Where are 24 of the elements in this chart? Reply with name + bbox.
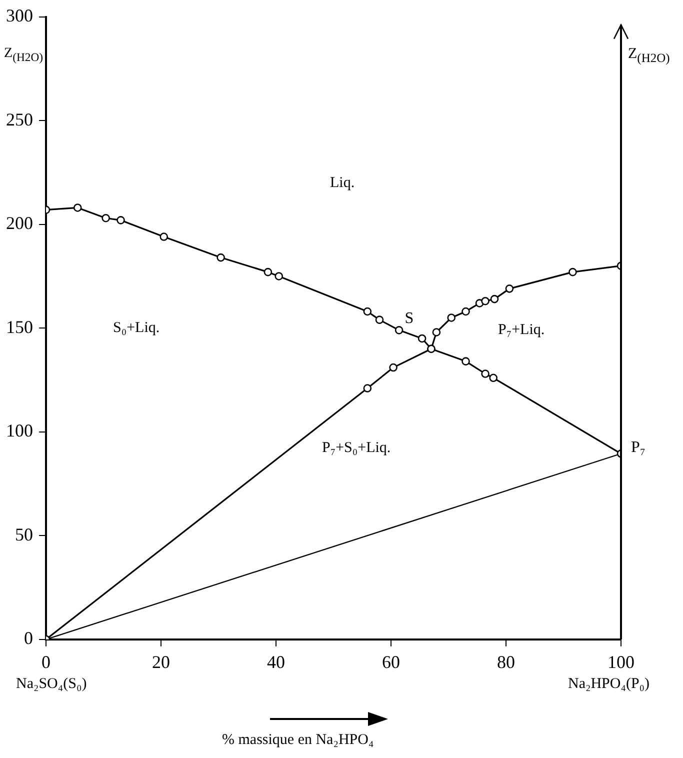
x-tick-label: 40 (267, 652, 285, 672)
y-tick-label: 150 (6, 316, 33, 337)
x-tick-label: 100 (608, 652, 634, 672)
annotation: S₀+Liq. (113, 320, 160, 337)
text: Na₂HPO₄(P₀) (568, 676, 650, 693)
annotation: Liq. (330, 175, 355, 192)
x-tick-label: 80 (497, 652, 515, 672)
text: Na₂SO₄(S₀) (16, 676, 87, 693)
annotation: P₇+S₀+Liq. (322, 440, 391, 457)
y-axis-title: Z$_{(H2O)}$ (4, 46, 43, 64)
annotation: P₇ (631, 438, 646, 456)
y-tick-label: 0 (24, 628, 33, 648)
x-tick-label: 0 (42, 652, 50, 672)
y-tick-label: 100 (6, 420, 33, 441)
x-tick-label: 20 (152, 652, 170, 672)
annotation: S (404, 310, 414, 328)
y-tick-label: 50 (15, 524, 33, 544)
y-tick-label: 250 (6, 109, 33, 130)
y-tick-label: 200 (6, 213, 33, 234)
y-tick-label: 300 (6, 6, 33, 26)
x-tick-label: 60 (382, 652, 400, 672)
y2-axis-title: Z$_{(H2O)}$ (628, 46, 670, 66)
x-axis-title: % massique en Na₂HPO₄ (222, 732, 374, 749)
annotation: P₇+Liq. (498, 322, 545, 339)
